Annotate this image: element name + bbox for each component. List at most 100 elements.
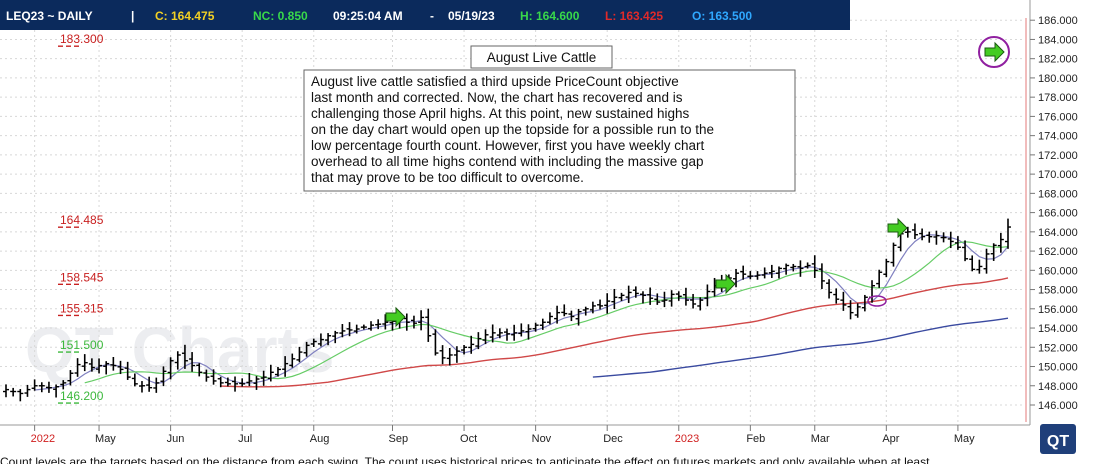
price-bar: [153, 377, 160, 393]
price-bar: [103, 361, 110, 375]
level-label: 146.200: [60, 389, 104, 403]
annotation-line: August live cattle satisfied a third ups…: [311, 74, 679, 89]
header-low: L: 163.425: [605, 9, 663, 23]
price-bar: [138, 381, 145, 393]
price-bar: [217, 376, 224, 388]
annotation-text: August live cattle satisfied a third ups…: [311, 74, 714, 185]
price-bar: [775, 266, 782, 279]
ma-long-red-line: [220, 277, 1009, 388]
price-bar: [353, 324, 360, 334]
price-bar: [661, 291, 668, 308]
price-bar: [167, 357, 174, 380]
price-bar: [768, 264, 775, 279]
price-bar: [947, 231, 954, 249]
price-bar: [682, 287, 689, 306]
header-bar: [0, 0, 850, 30]
arrow-circle: [984, 41, 1005, 63]
price-bar: [933, 230, 940, 245]
price-bar: [740, 265, 747, 280]
annotation-line: overhead to all time highs contend with …: [311, 154, 703, 169]
price-bar: [926, 231, 933, 243]
x-tick-label: Aug: [310, 433, 330, 445]
y-tick-label: 160.000: [1038, 265, 1078, 277]
price-bar: [604, 293, 611, 314]
price-bar: [983, 248, 990, 274]
price-bar: [253, 376, 260, 390]
price-bar: [74, 358, 81, 377]
x-tick-label: Jul: [238, 433, 252, 445]
x-tick-label: Nov: [532, 433, 552, 445]
price-bar: [575, 308, 582, 326]
price-bar: [911, 223, 918, 240]
y-tick-label: 168.000: [1038, 188, 1078, 200]
price-bar: [518, 323, 525, 337]
x-tick-label: May: [95, 433, 116, 445]
price-bar: [818, 263, 825, 289]
y-tick-label: 184.000: [1038, 34, 1078, 46]
price-bar: [96, 358, 103, 374]
price-bar: [954, 236, 961, 250]
price-bar: [267, 364, 274, 382]
price-bar: [647, 287, 654, 305]
price-bar: [303, 341, 310, 357]
price-bar: [561, 304, 568, 317]
footer-text: Count levels are the targets based on th…: [0, 455, 933, 464]
price-bar: [783, 263, 790, 275]
price-bar: [181, 344, 188, 369]
header-date: 05/19/23: [448, 9, 495, 23]
x-tick-label: 2023: [675, 433, 699, 445]
signal-circle[interactable]: [978, 36, 1010, 68]
annotation-line: challenging those April highs. At this p…: [311, 106, 689, 121]
x-tick-label: Feb: [746, 433, 765, 445]
x-tick-label: 2022: [31, 433, 55, 445]
price-bar: [410, 315, 417, 329]
price-bar: [174, 351, 181, 370]
x-tick-label: Mar: [811, 433, 830, 445]
price-bar: [754, 271, 761, 280]
price-bar: [260, 370, 267, 386]
price-bar: [697, 297, 704, 311]
price-bars: [3, 218, 1011, 402]
x-tick-label: Jun: [167, 433, 185, 445]
y-tick-label: 172.000: [1038, 150, 1078, 162]
right-arrow-icon: [385, 306, 406, 328]
y-tick-label: 148.000: [1038, 381, 1078, 393]
price-bar: [45, 381, 52, 393]
price-bar: [747, 271, 754, 280]
price-bar: [310, 338, 317, 347]
low-marker-oval: [867, 295, 887, 307]
price-bar: [332, 330, 339, 344]
price-bar: [675, 291, 682, 301]
y-tick-label: 154.000: [1038, 323, 1078, 335]
price-bar: [382, 314, 389, 330]
price-bar: [804, 262, 811, 269]
price-bar: [325, 333, 332, 346]
price-bar: [196, 363, 203, 377]
price-bar: [639, 291, 646, 304]
price-bar: [589, 301, 596, 314]
price-bar: [482, 329, 489, 345]
price-bar: [668, 290, 675, 307]
x-tick-label: Sep: [388, 433, 408, 445]
price-bar: [475, 332, 482, 350]
y-tick-label: 164.000: [1038, 227, 1078, 239]
header-separator: |: [131, 9, 134, 23]
annotation-box: [303, 69, 796, 192]
price-bar: [582, 306, 589, 316]
header-high: H: 164.600: [520, 9, 580, 23]
price-bar: [883, 258, 890, 278]
price-bar: [282, 356, 289, 377]
chart-title: August Live Cattle: [487, 50, 597, 65]
price-bar: [246, 372, 253, 387]
header-net-change: NC: 0.850: [253, 9, 308, 23]
price-bar: [761, 267, 768, 279]
price-bar: [439, 345, 446, 365]
price-bar: [425, 308, 432, 342]
price-bar: [876, 269, 883, 288]
x-tick-label: Oct: [460, 433, 477, 445]
header-dash: -: [430, 9, 434, 23]
annotation-line: that may prove to be too difficult to ov…: [311, 170, 584, 185]
price-bar: [861, 294, 868, 312]
price-bar: [67, 370, 74, 386]
header-time: 09:25:04 AM: [333, 9, 403, 23]
